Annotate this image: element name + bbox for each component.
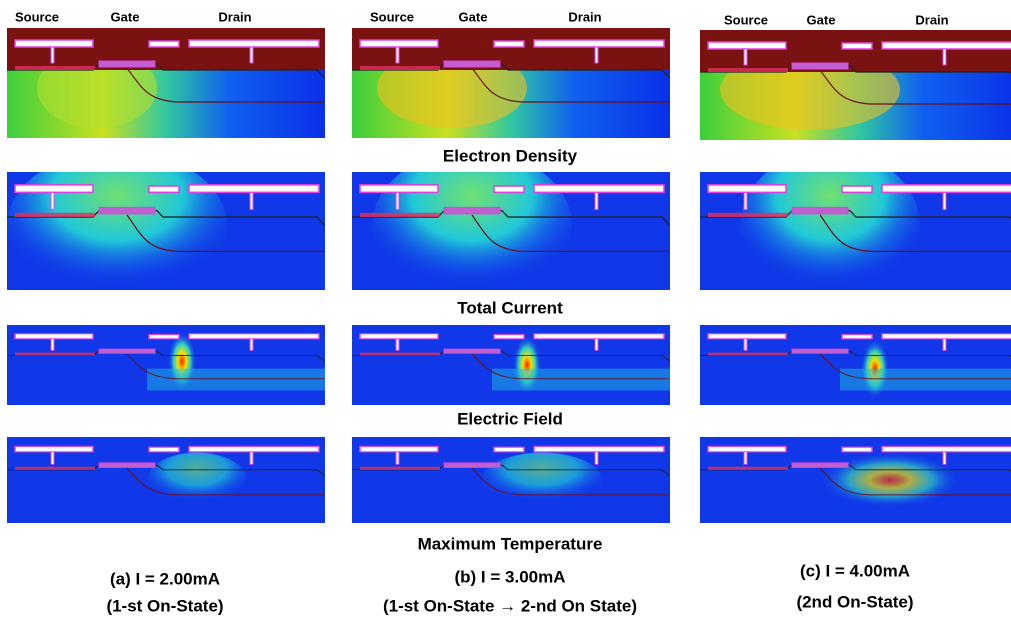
field-blob	[147, 453, 247, 508]
oxide	[7, 28, 325, 70]
panel-content	[7, 28, 325, 138]
field-blob	[482, 453, 602, 508]
row-label: Maximum Temperature	[418, 534, 603, 553]
column-header: Gate	[459, 9, 488, 24]
caption: (b) I = 3.00mA	[454, 567, 565, 586]
panel-content	[352, 28, 670, 138]
panel-content	[352, 437, 670, 523]
simulation-panels	[7, 28, 1011, 523]
caption: (c) I = 4.00mA	[800, 561, 910, 580]
sim-panel	[7, 28, 325, 138]
field-blob	[7, 151, 227, 301]
caption: (1-st On-State → 2-nd On State)	[383, 596, 637, 615]
column-header: Drain	[218, 9, 251, 24]
column-header: Source	[724, 12, 768, 27]
caption: (2nd On-State)	[796, 592, 913, 611]
field-band	[492, 369, 670, 391]
sim-panel	[700, 151, 1011, 301]
panel-content	[700, 437, 1011, 523]
sim-panel	[700, 325, 1011, 405]
column-header: Gate	[807, 12, 836, 27]
column-header: Drain	[568, 9, 601, 24]
sim-panel	[7, 151, 325, 301]
sim-panel	[352, 151, 670, 301]
row-label: Total Current	[457, 298, 563, 317]
figure: Source Gate Drain Source Gate Drain Sour…	[0, 0, 1011, 621]
caption: (a) I = 2.00mA	[110, 569, 220, 588]
field-band	[840, 369, 1011, 391]
panel-content	[7, 325, 325, 405]
column-header: Drain	[915, 12, 948, 27]
sim-panel	[7, 437, 325, 523]
panel-content	[700, 151, 1011, 301]
field-blob	[740, 151, 920, 301]
column-header: Source	[15, 9, 59, 24]
oxide	[352, 28, 670, 70]
panel-content	[700, 325, 1011, 405]
column-header: Gate	[111, 9, 140, 24]
sim-panel	[352, 28, 670, 138]
column-header: Source	[370, 9, 414, 24]
panel-content	[700, 30, 1011, 140]
field-band	[147, 369, 325, 391]
caption: (1-st On-State)	[106, 596, 223, 615]
sim-panel	[700, 437, 1011, 523]
panel-content	[7, 437, 325, 523]
sim-panel	[7, 325, 325, 405]
panel-content	[352, 151, 670, 301]
sim-panel	[352, 325, 670, 405]
sim-panel	[700, 30, 1011, 140]
panel-content	[7, 151, 325, 301]
panel-content	[352, 325, 670, 405]
field-blob	[372, 151, 572, 301]
row-label: Electric Field	[457, 409, 563, 428]
field-blob	[820, 453, 960, 508]
row-label: Electron Density	[443, 146, 578, 165]
sim-panel	[352, 437, 670, 523]
